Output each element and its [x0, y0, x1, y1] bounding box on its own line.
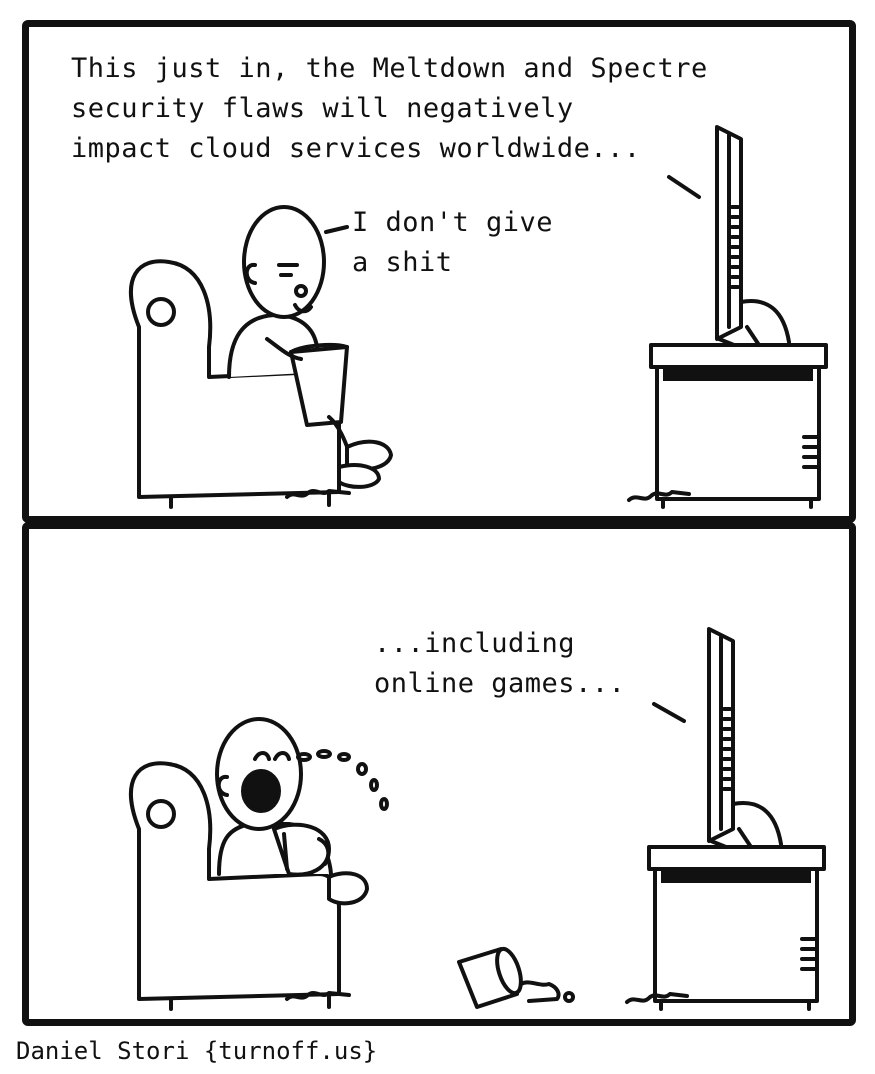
tv-stand: [625, 845, 826, 1011]
tv: [707, 627, 783, 849]
person-crying: [215, 717, 389, 906]
panel-1-drawing: [128, 125, 828, 509]
panel-2: ...including online games...: [22, 522, 856, 1026]
tv-stand: [627, 343, 828, 509]
tv-news-caption: This just in, the Meltdown and Spectre s…: [71, 53, 708, 164]
panel-2-drawing: [128, 627, 826, 1011]
panel-1: This just in, the Meltdown and Spectre s…: [22, 20, 856, 523]
tv: [715, 125, 791, 347]
person-relaxed: [227, 205, 393, 489]
tv-caption-tail-bottom: [652, 702, 686, 723]
speech-bubble: I don't give a shit: [352, 207, 554, 278]
author-credit: Daniel Stori {turnoff.us}: [16, 1037, 378, 1065]
speech-tail-top: [324, 225, 349, 234]
tv-caption-tail-top: [667, 175, 701, 199]
dropped-popcorn-bucket: [457, 946, 575, 1009]
tv-news-caption: ...including online games...: [374, 628, 626, 699]
armchair: [128, 761, 351, 1011]
